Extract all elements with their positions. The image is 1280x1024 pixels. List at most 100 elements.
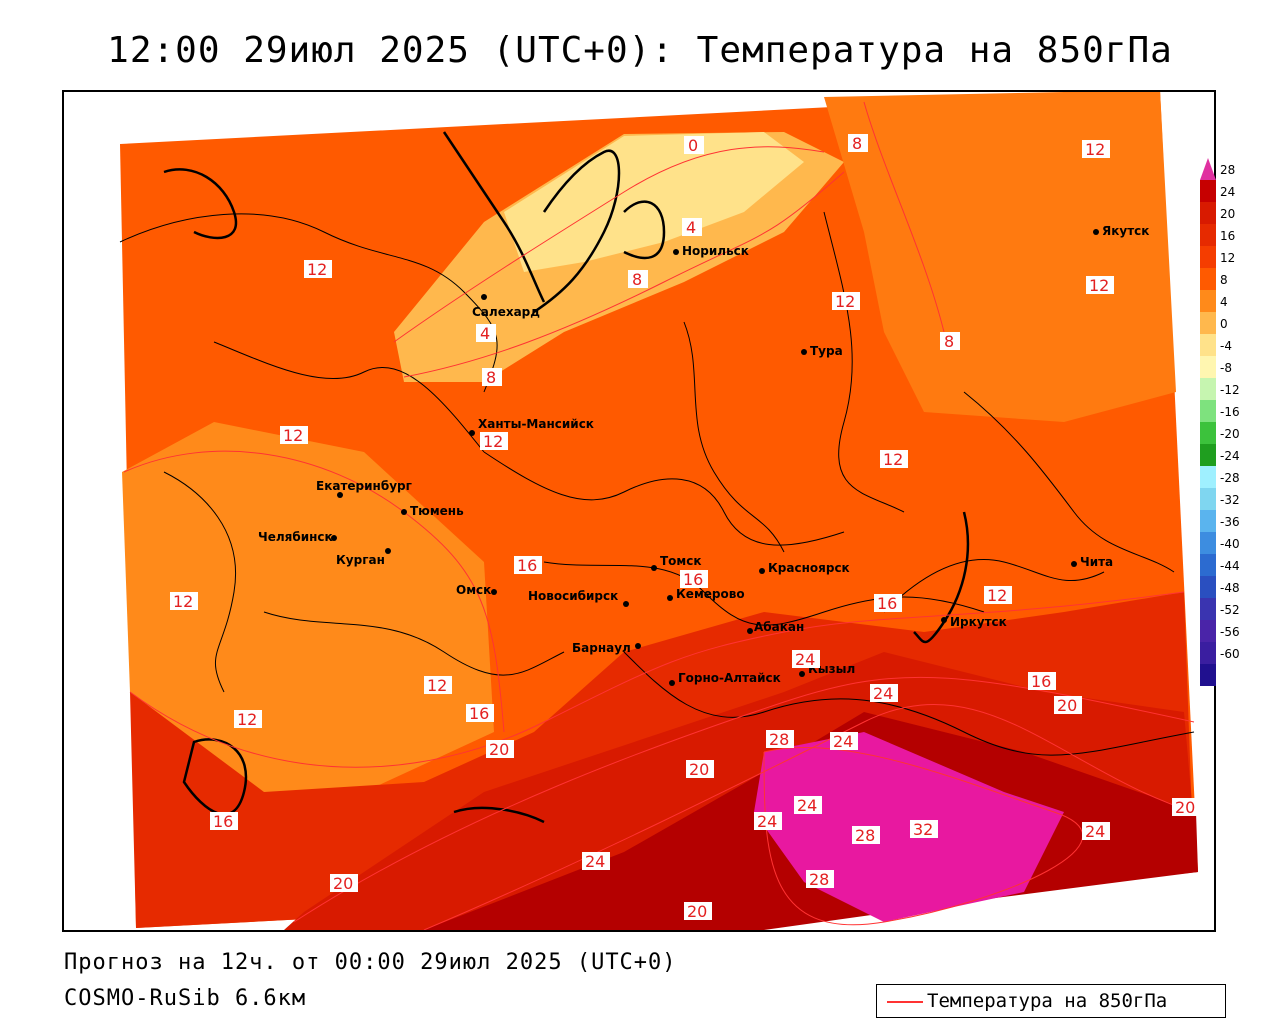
colorbar-tick-label: 0 [1220, 317, 1228, 331]
city-label: Якутск [1102, 224, 1149, 238]
svg-text:0: 0 [688, 136, 698, 155]
colorbar-tick-label: 24 [1220, 185, 1236, 199]
svg-text:24: 24 [757, 812, 777, 831]
iso-label: 12 [424, 676, 452, 695]
city-label: Ханты-Мансийск [478, 417, 594, 431]
colorbar-segment [1200, 400, 1216, 422]
colorbar-segment [1200, 378, 1216, 400]
city-kurgan[interactable]: Курган [336, 548, 391, 567]
colorbar-segment [1200, 268, 1216, 290]
iso-label: 12 [304, 260, 332, 279]
colorbar-segment [1200, 422, 1216, 444]
colorbar-tick-label: -16 [1220, 405, 1240, 419]
colorbar-segment [1200, 488, 1216, 510]
city-label: Норильск [682, 244, 749, 258]
svg-text:24: 24 [1085, 822, 1105, 841]
iso-label: 20 [1172, 798, 1200, 817]
svg-text:16: 16 [469, 704, 489, 723]
colorbar-segment [1200, 554, 1216, 576]
colorbar-tick-label: 8 [1220, 273, 1228, 287]
svg-text:4: 4 [480, 324, 490, 343]
iso-label: 28 [806, 870, 834, 889]
city-salekhard[interactable]: Салехард [472, 294, 540, 319]
svg-text:16: 16 [517, 556, 537, 575]
city-krasnoyarsk[interactable]: Красноярск [759, 561, 850, 575]
colorbar-tick-label: -32 [1220, 493, 1240, 507]
city-norilsk[interactable]: Норильск [673, 244, 749, 258]
iso-label: 20 [330, 874, 358, 893]
colorbar-segment [1200, 334, 1216, 356]
iso-label: 24 [582, 852, 610, 871]
iso-label: 24 [870, 684, 898, 703]
colorbar-tick-label: 20 [1220, 207, 1236, 221]
colorbar-tick-label: -48 [1220, 581, 1240, 595]
city-omsk[interactable]: Омск [456, 583, 497, 597]
svg-text:4: 4 [686, 218, 696, 237]
iso-label: 24 [792, 650, 820, 669]
city-kemerovo[interactable]: Кемерово [667, 587, 745, 601]
svg-text:16: 16 [213, 812, 233, 831]
city-label: Салехард [472, 305, 540, 319]
city-label: Тюмень [410, 504, 464, 518]
city-tyumen[interactable]: Тюмень [401, 504, 464, 518]
svg-text:16: 16 [683, 570, 703, 589]
iso-label: 16 [1028, 672, 1056, 691]
colorbar-segment [1200, 532, 1216, 554]
svg-text:12: 12 [173, 592, 193, 611]
iso-label: 28 [766, 730, 794, 749]
city-khanty-mansiysk[interactable]: Ханты-Мансийск [469, 417, 594, 436]
colorbar-tick-label: -40 [1220, 537, 1240, 551]
colorbar-tick-label: -20 [1220, 427, 1240, 441]
city-tomsk[interactable]: Томск [651, 554, 702, 571]
colorbar-segment [1200, 598, 1216, 620]
city-novosibirsk[interactable]: Новосибирск [528, 589, 629, 607]
colorbar-segment [1200, 246, 1216, 268]
city-abakan[interactable]: Абакан [747, 620, 804, 634]
svg-text:12: 12 [237, 710, 257, 729]
city-yekaterinburg[interactable]: Екатеринбург [316, 479, 412, 498]
city-barnaul[interactable]: Барнаул [572, 641, 641, 655]
svg-text:12: 12 [883, 450, 903, 469]
city-tura[interactable]: Тура [801, 344, 843, 358]
map-area[interactable]: Норильск Салехард Якутск Тура Ханты-Манс… [62, 90, 1216, 932]
iso-label: 20 [486, 740, 514, 759]
colorbar-segment [1200, 356, 1216, 378]
svg-text:12: 12 [1085, 140, 1105, 159]
svg-text:28: 28 [769, 730, 789, 749]
svg-text:8: 8 [486, 368, 496, 387]
svg-text:8: 8 [852, 134, 862, 153]
iso-label: 16 [514, 556, 542, 575]
iso-label: 12 [280, 426, 308, 445]
iso-label: 20 [1054, 696, 1082, 715]
city-label: Омск [456, 583, 491, 597]
model-info: COSMO-RuSib 6.6км [64, 986, 307, 1011]
colorbar [1200, 158, 1216, 702]
colorbar-segment [1200, 664, 1216, 686]
city-chita[interactable]: Чита [1071, 555, 1113, 569]
svg-text:20: 20 [489, 740, 509, 759]
iso-label: 24 [830, 732, 858, 751]
cities: Норильск Салехард Якутск Тура Ханты-Манс… [258, 224, 1149, 686]
city-label: Челябинск [258, 530, 333, 544]
colorbar-segment [1200, 202, 1216, 224]
city-label: Барнаул [572, 641, 631, 655]
city-label: Кемерово [676, 587, 745, 601]
city-yakutsk[interactable]: Якутск [1093, 224, 1149, 238]
zone-12-west [122, 422, 494, 792]
temperature-map: Норильск Салехард Якутск Тура Ханты-Манс… [119, 92, 1200, 930]
iso-label: 16 [210, 812, 238, 831]
svg-text:20: 20 [333, 874, 353, 893]
svg-text:20: 20 [687, 902, 707, 921]
city-gorno-altaysk[interactable]: Горно-Алтайск [669, 671, 781, 686]
svg-text:12: 12 [1089, 276, 1109, 295]
svg-text:20: 20 [1175, 798, 1195, 817]
city-chelyabinsk[interactable]: Челябинск [258, 530, 337, 544]
svg-text:16: 16 [1031, 672, 1051, 691]
colorbar-tick-label: -44 [1220, 559, 1240, 573]
iso-label: 24 [1082, 822, 1110, 841]
iso-label: 20 [686, 760, 714, 779]
city-irkutsk[interactable]: Иркутск [941, 615, 1007, 629]
svg-text:24: 24 [873, 684, 893, 703]
svg-text:12: 12 [835, 292, 855, 311]
colorbar-tick-label: -24 [1220, 449, 1240, 463]
